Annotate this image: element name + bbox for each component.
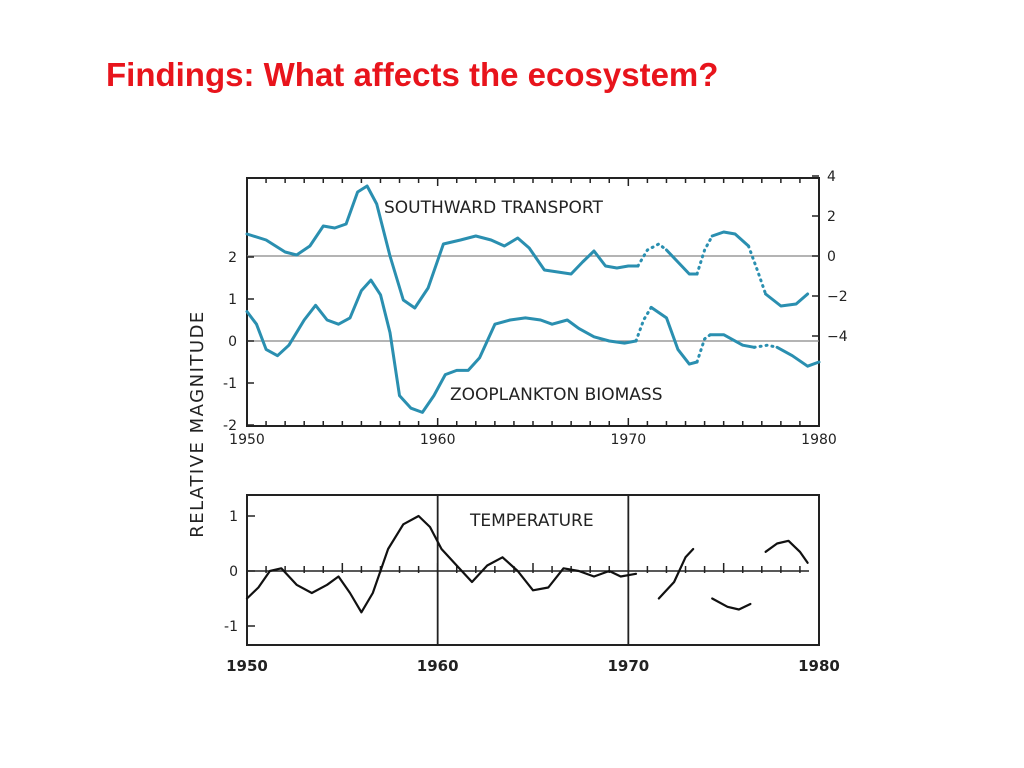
left-y-tick-label: -1 bbox=[223, 376, 237, 392]
left-y-tick-label: -2 bbox=[223, 418, 237, 434]
series-zooplankton-biomass-dotted bbox=[634, 305, 653, 343]
top-panel-tick-labels: 2 1 0 -1 -2 4 2 0 −2 −4 1950 1960 1970 1980 bbox=[223, 169, 848, 448]
left-y-tick-label: 1 bbox=[228, 292, 237, 308]
bottom-panel-frame bbox=[246, 494, 820, 646]
series-southward-transport-dotted bbox=[695, 234, 714, 276]
x-tick-label: 1960 bbox=[420, 432, 456, 448]
bottom-panel-ticks bbox=[247, 495, 809, 645]
temp-x-tick-label: 1950 bbox=[226, 657, 268, 675]
series-zooplankton-biomass-solid bbox=[245, 278, 638, 414]
top-panel-series bbox=[245, 184, 821, 414]
series-southward-transport-solid bbox=[710, 230, 750, 248]
series-temperature bbox=[764, 539, 809, 564]
series-southward-transport-solid bbox=[764, 292, 810, 308]
right-y-tick-label: 2 bbox=[827, 209, 836, 225]
series-zooplankton-biomass-solid bbox=[708, 333, 756, 349]
right-y-tick-label: 0 bbox=[827, 249, 836, 265]
bottom-panel-series bbox=[245, 514, 809, 614]
slide-title: Findings: What affects the ecosystem? bbox=[106, 56, 719, 93]
series-label-southward-transport: SOUTHWARD TRANSPORT bbox=[384, 198, 603, 218]
series-southward-transport-dotted bbox=[747, 244, 768, 296]
bottom-panel: 1 0 -1 1950 1960 1970 1980 TEMPERATURE bbox=[224, 494, 840, 675]
y-axis-label: RELATIVE MAGNITUDE bbox=[187, 310, 208, 538]
series-temperature bbox=[245, 514, 638, 614]
temp-y-tick-label: 0 bbox=[229, 564, 238, 580]
series-label-zooplankton-biomass: ZOOPLANKTON BIOMASS bbox=[450, 385, 663, 405]
right-y-tick-label: −4 bbox=[827, 329, 848, 345]
right-y-tick-label: −2 bbox=[827, 289, 848, 305]
temp-x-tick-label: 1960 bbox=[417, 657, 459, 675]
bottom-panel-tick-labels: 1 0 -1 1950 1960 1970 1980 bbox=[224, 509, 840, 675]
right-y-tick-label: 4 bbox=[827, 169, 836, 185]
top-panel: 2 1 0 -1 -2 4 2 0 −2 −4 1950 1960 1970 1980 SOUTHWARD… bbox=[223, 169, 848, 448]
left-y-tick-label: 0 bbox=[228, 334, 237, 350]
series-zooplankton-biomass-solid bbox=[649, 305, 699, 366]
x-tick-label: 1970 bbox=[611, 432, 647, 448]
temp-x-tick-label: 1980 bbox=[798, 657, 840, 675]
series-temperature bbox=[657, 547, 695, 600]
temp-y-tick-label: 1 bbox=[229, 509, 238, 525]
series-southward-transport-solid bbox=[665, 248, 699, 276]
x-tick-label: 1950 bbox=[229, 432, 265, 448]
series-temperature bbox=[711, 597, 752, 611]
series-southward-transport-dotted bbox=[636, 242, 668, 268]
temp-y-tick-label: -1 bbox=[224, 619, 238, 635]
x-tick-label: 1980 bbox=[801, 432, 837, 448]
series-zooplankton-biomass-solid bbox=[775, 345, 821, 368]
temp-x-tick-label: 1970 bbox=[607, 657, 649, 675]
series-zooplankton-biomass-dotted bbox=[695, 333, 712, 364]
series-southward-transport-solid bbox=[245, 184, 640, 310]
panel-title-temperature: TEMPERATURE bbox=[469, 511, 594, 531]
series-zooplankton-biomass-dotted bbox=[752, 343, 779, 349]
left-y-tick-label: 2 bbox=[228, 250, 237, 266]
